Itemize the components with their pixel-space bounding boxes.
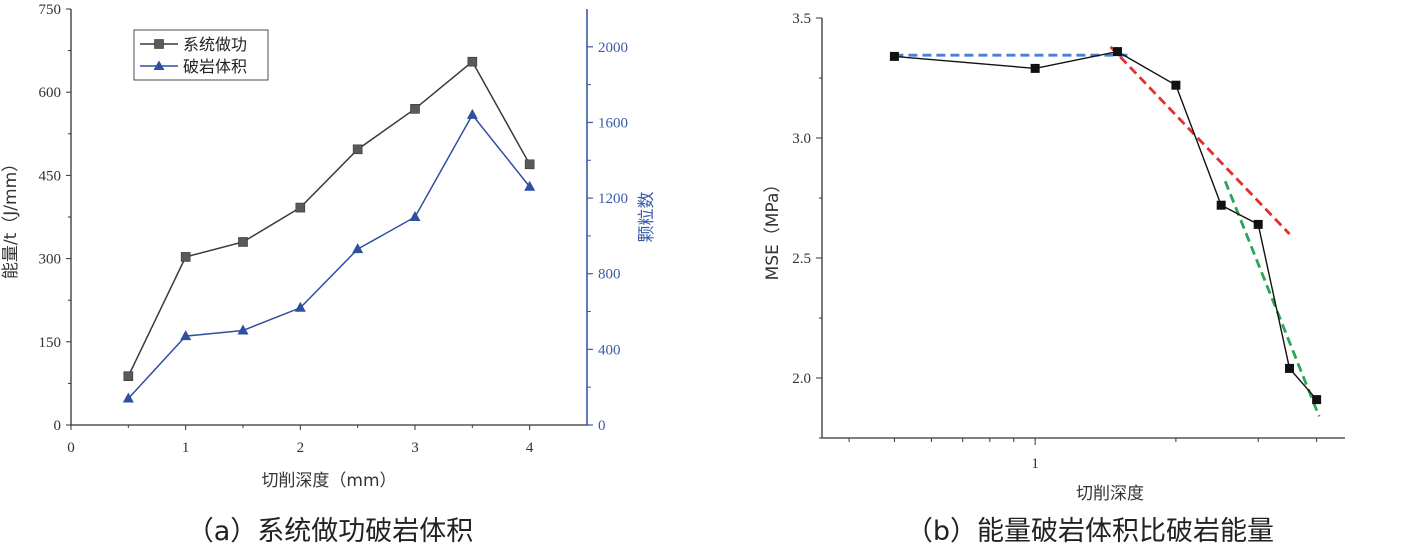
legend-label-series-1: 破岩体积	[183, 57, 247, 76]
chart-a-series-0-point	[410, 104, 420, 114]
chart-b-trend-line-2	[1223, 180, 1321, 417]
chart-a-x-tick-label: 2	[297, 440, 305, 456]
chart-a-y2-tick-label: 0	[598, 418, 606, 434]
chart-b-series-0-point	[889, 51, 899, 61]
chart-a-y2-tick-label: 800	[598, 267, 621, 283]
chart-b-series-0-point	[1112, 47, 1122, 57]
chart-a-y-ticks: 0 150 300 450 600 750	[39, 2, 71, 434]
chart-b-trend-lines	[894, 45, 1321, 417]
chart-a-legend-box	[133, 29, 269, 81]
chart-b-y-tick-label: 3.5	[792, 11, 811, 27]
chart-b-series-0-point	[1171, 80, 1181, 90]
chart-a-series-1-point	[409, 211, 421, 221]
chart-b-trend-line-1	[1109, 45, 1291, 235]
chart-a-y-tick-label: 600	[39, 85, 62, 101]
chart-a-y-tick-label: 0	[54, 418, 62, 434]
chart-a-series-1-line	[127, 113, 531, 400]
chart-a-series-1-point	[180, 330, 192, 341]
chart-b: 1 2.0 2.5 3.0 3.5 切削深度 MSE（MPa） （b）能量破岩体积比破…	[763, 11, 1345, 547]
chart-a-series-0-point	[524, 159, 535, 170]
legend-label-series-0: 系统做功	[183, 35, 247, 54]
legend-marker-series-0	[154, 39, 164, 49]
chart-a-series-1-point	[237, 324, 249, 335]
chart-a-series-0-point	[295, 202, 306, 213]
chart-b-x-label: 切削深度	[1076, 484, 1144, 504]
chart-a-x-ticks: 0 1 2 3 4	[67, 425, 534, 456]
chart-a: 0 1 2 3 4 0 150 300 450 600 750 0 400 800 1200 1600 20…	[1, 2, 657, 547]
chart-a-caption: （a）系统做功破岩体积	[187, 516, 474, 547]
chart-a-x-tick-label: 3	[411, 440, 419, 456]
chart-b-x-tick-label: 1	[1031, 456, 1039, 472]
chart-a-y2-tick-label: 1600	[598, 115, 628, 131]
chart-a-series	[122, 56, 536, 403]
chart-a-series-0-point	[123, 371, 134, 381]
chart-b-series-0-point	[1285, 363, 1295, 373]
chart-a-series-1-point	[524, 180, 536, 191]
chart-b-y-ticks: 2.0 2.5 3.0 3.5	[792, 11, 822, 439]
chart-a-series-0-point	[467, 56, 478, 67]
chart-a-x-tick-label: 4	[526, 440, 534, 456]
chart-a-y-label: 能量/t（J/mm）	[1, 155, 21, 279]
chart-a-y2-ticks: 0 400 800 1200 1600 2000	[587, 40, 628, 434]
chart-b-y-label: MSE（MPa）	[763, 176, 783, 281]
chart-a-y2-tick-label: 400	[598, 342, 621, 358]
chart-b-series	[889, 47, 1322, 405]
chart-a-legend: 系统做功 破岩体积	[133, 29, 269, 81]
chart-b-y-tick-label: 2.5	[792, 251, 811, 267]
chart-b-x-ticks: 1	[848, 438, 1318, 472]
chart-a-y-tick-label: 450	[39, 168, 62, 184]
chart-a-series-1-point	[466, 108, 478, 119]
chart-a-x-tick-label: 0	[67, 440, 75, 456]
chart-b-series-0-point	[1312, 395, 1322, 405]
chart-a-series-1-point	[352, 243, 364, 254]
chart-b-series-0-point	[1253, 219, 1263, 229]
chart-a-series-1-point	[294, 301, 306, 312]
chart-a-y-tick-label: 150	[39, 335, 62, 351]
chart-a-x-tick-label: 1	[182, 440, 190, 456]
chart-b-series-0-point	[1216, 200, 1226, 210]
chart-b-series-0-line	[894, 50, 1318, 401]
chart-b-y-tick-label: 2.0	[792, 371, 811, 387]
chart-a-series-0-point	[352, 144, 363, 155]
chart-a-y2-tick-label: 2000	[598, 40, 628, 56]
chart-a-series-0-line	[127, 60, 531, 377]
chart-a-y-tick-label: 300	[39, 252, 62, 268]
chart-a-series-1-point	[122, 392, 134, 403]
chart-a-series-0-point	[180, 252, 191, 262]
chart-a-y2-tick-label: 1200	[598, 191, 628, 207]
chart-a-y2-label: 颗粒数	[637, 192, 657, 243]
chart-a-series-0-point	[238, 237, 248, 247]
chart-b-caption: （b）能量破岩体积比破岩能量	[906, 516, 1274, 547]
legend-marker-series-1	[153, 60, 165, 70]
chart-a-x-label: 切削深度（mm）	[261, 471, 396, 491]
chart-b-y-tick-label: 3.0	[792, 131, 811, 147]
chart-b-series-0-point	[1030, 63, 1040, 73]
chart-a-y-tick-label: 750	[39, 2, 62, 18]
